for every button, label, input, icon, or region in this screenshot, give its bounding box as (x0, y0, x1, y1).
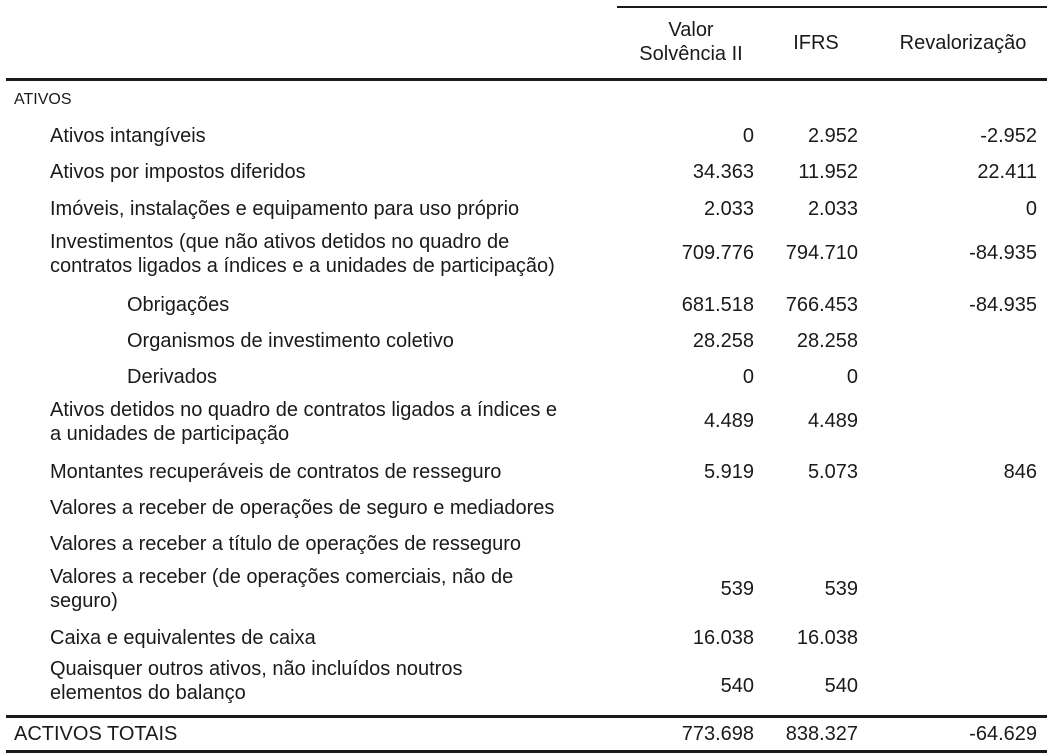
value-ifrs: 540 (824, 675, 858, 697)
value-ifrs: 794.710 (785, 242, 858, 264)
column-header-ifrs: IFRS (793, 32, 839, 54)
value-solvencia: 5.919 (703, 461, 754, 483)
value-solvencia: 709.776 (681, 242, 754, 264)
value-solvencia: 0 (742, 125, 754, 147)
value-ifrs: 539 (824, 578, 858, 600)
value-solvencia: 540 (720, 675, 754, 697)
value-ifrs: 16.038 (796, 627, 858, 649)
value-solvencia: 681.518 (681, 294, 754, 316)
header-bottom-rule (6, 78, 1047, 81)
value-ifrs: 766.453 (785, 294, 858, 316)
value-solvencia: 539 (720, 578, 754, 600)
value-ifrs: 2.033 (807, 198, 858, 220)
value-ifrs: 28.258 (796, 330, 858, 352)
total-solvencia: 773.698 (681, 723, 754, 745)
value-revalorizacao: 846 (1003, 461, 1037, 483)
column-header-solvencia: Valor Solvência II (639, 19, 743, 65)
section-title: ATIVOS (14, 91, 72, 108)
row-label: Obrigações (127, 294, 230, 316)
value-solvencia: 0 (742, 366, 754, 388)
row-label: Imóveis, instalações e equipamento para … (50, 198, 520, 220)
total-ifrs: 838.327 (785, 723, 858, 745)
total-label: ACTIVOS TOTAIS (14, 723, 178, 745)
value-solvencia: 4.489 (703, 410, 754, 432)
row-label: Caixa e equivalentes de caixa (50, 627, 316, 649)
value-revalorizacao: -2.952 (980, 125, 1037, 147)
total-bottom-rule (6, 750, 1047, 753)
value-solvencia: 2.033 (703, 198, 754, 220)
value-revalorizacao: 22.411 (977, 161, 1037, 183)
value-solvencia: 28.258 (692, 330, 754, 352)
value-ifrs: 11.952 (798, 161, 858, 183)
value-ifrs: 4.489 (807, 410, 858, 432)
value-revalorizacao: -84.935 (969, 294, 1037, 316)
row-label: Montantes recuperáveis de contratos de r… (50, 461, 502, 483)
row-label: Investimentos (que não ativos detidos no… (50, 231, 555, 277)
row-label: Derivados (127, 366, 218, 388)
value-revalorizacao: -84.935 (969, 242, 1037, 264)
row-label: Quaisquer outros ativos, não incluídos n… (50, 658, 463, 704)
row-label: Ativos intangíveis (50, 125, 206, 147)
column-header-revalorizacao: Revalorização (899, 32, 1027, 54)
row-label: Valores a receber (de operações comercia… (50, 566, 514, 612)
total-revalorizacao: -64.629 (969, 723, 1037, 745)
value-solvencia: 34.363 (692, 161, 754, 183)
value-ifrs: 2.952 (807, 125, 858, 147)
row-label: Valores a receber de operações de seguro… (50, 497, 555, 519)
total-top-rule (6, 715, 1047, 718)
value-ifrs: 0 (846, 366, 858, 388)
row-label: Valores a receber a título de operações … (50, 533, 522, 555)
value-ifrs: 5.073 (807, 461, 858, 483)
value-revalorizacao: 0 (1025, 198, 1037, 220)
header-top-rule (617, 6, 1047, 8)
row-label: Organismos de investimento coletivo (127, 330, 454, 352)
row-label: Ativos por impostos diferidos (50, 161, 306, 183)
row-label: Ativos detidos no quadro de contratos li… (50, 399, 557, 445)
value-solvencia: 16.038 (692, 627, 754, 649)
